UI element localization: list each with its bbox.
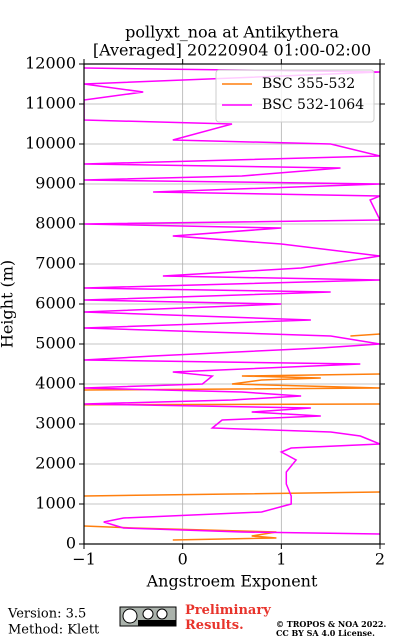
y-tick-label: 6000 [35,294,76,313]
version: Version: 3.5 [7,607,86,622]
x-axis-label: Angstroem Exponent [146,572,318,591]
y-tick-label: 9000 [35,174,76,193]
x-tick-label: 2 [375,550,385,569]
chart-title: pollyxt_noa at Antikythera [125,23,339,42]
legend-box [215,69,375,123]
status-line-1: Preliminary Results. [185,603,271,633]
plot-area [84,67,380,541]
y-tick-label: 2000 [35,454,76,473]
y-axis-label: Height (m) [0,260,17,348]
chart-subtitle: [Averaged] 20220904 01:00-02:00 [93,41,371,60]
y-tick-label: 11000 [25,94,76,113]
method: Method: Klett [8,623,100,638]
x-tick-label: 1 [276,550,286,569]
copyright: © TROPOS & NOA 2022. [276,619,386,629]
cc-logo [119,606,177,627]
y-tick-label: 3000 [35,414,76,433]
data-line [84,333,380,541]
data-line [84,67,380,535]
y-tick-label: 0 [66,534,76,553]
y-tick-label: 5000 [35,334,76,353]
y-tick-label: 7000 [35,254,76,273]
legend-label: BSC 532-1064 [262,97,364,113]
y-tick-label: 4000 [35,374,76,393]
x-tick-label: −1 [72,550,96,569]
y-tick-label: 8000 [35,214,76,233]
legend-label: BSC 355-532 [262,76,355,92]
y-tick-label: 1000 [35,494,76,513]
y-tick-label: 12000 [25,54,76,73]
license: CC BY SA 4.0 License. [276,628,375,638]
x-tick-label: 0 [178,550,188,569]
y-tick-label: 10000 [25,134,76,153]
